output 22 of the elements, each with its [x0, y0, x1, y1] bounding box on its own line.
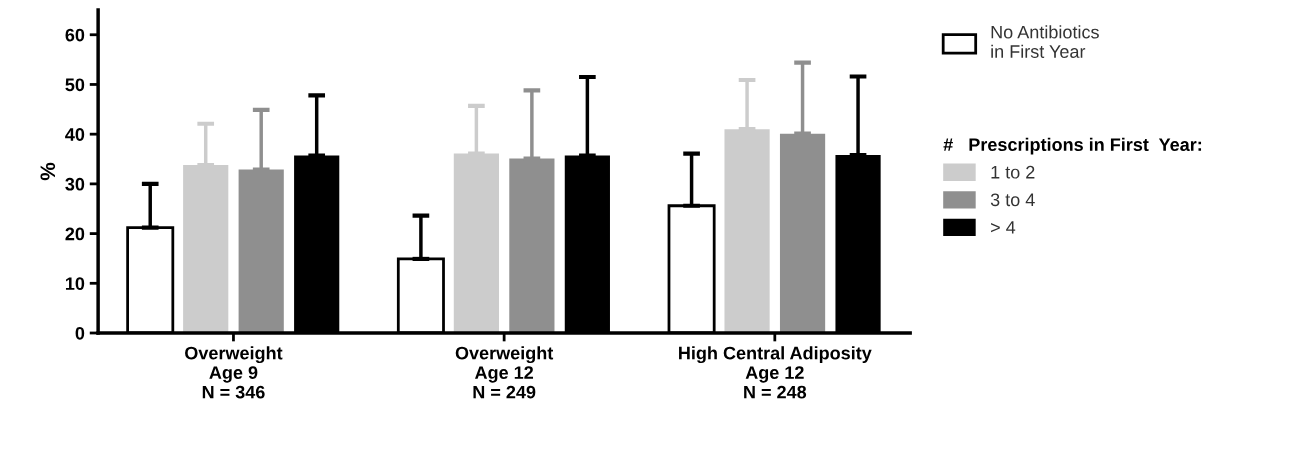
bar [509, 158, 555, 333]
y-tick-label: 10 [65, 277, 85, 291]
y-tick-label: 20 [65, 227, 85, 241]
bar [183, 164, 229, 333]
y-tick-label: 40 [65, 128, 85, 141]
x-tick-label: High Central Adiposity Age 12 N = 248 [679, 346, 872, 399]
legend-label: > 4 [991, 221, 1016, 234]
legend-title: # Prescriptions in First Year: [943, 137, 1202, 155]
legend-label: No Antibiotics in First Year [991, 25, 1099, 58]
y-axis-title: % [40, 162, 56, 181]
y-tick-label: 0 [75, 326, 85, 340]
bar [779, 133, 826, 333]
bar [453, 153, 499, 333]
y-tick-label: 50 [65, 78, 85, 92]
bar [724, 129, 770, 333]
y-tick-label: 60 [65, 28, 85, 42]
y-tick-label: 30 [65, 177, 85, 191]
x-tick-label: Overweight Age 12 N = 249 [455, 346, 554, 399]
legend-label: 3 to 4 [990, 193, 1035, 207]
bar [238, 169, 284, 333]
x-tick-label: Overweight Age 9 N = 346 [185, 346, 283, 399]
legend-label: 1 to 2 [991, 165, 1035, 179]
